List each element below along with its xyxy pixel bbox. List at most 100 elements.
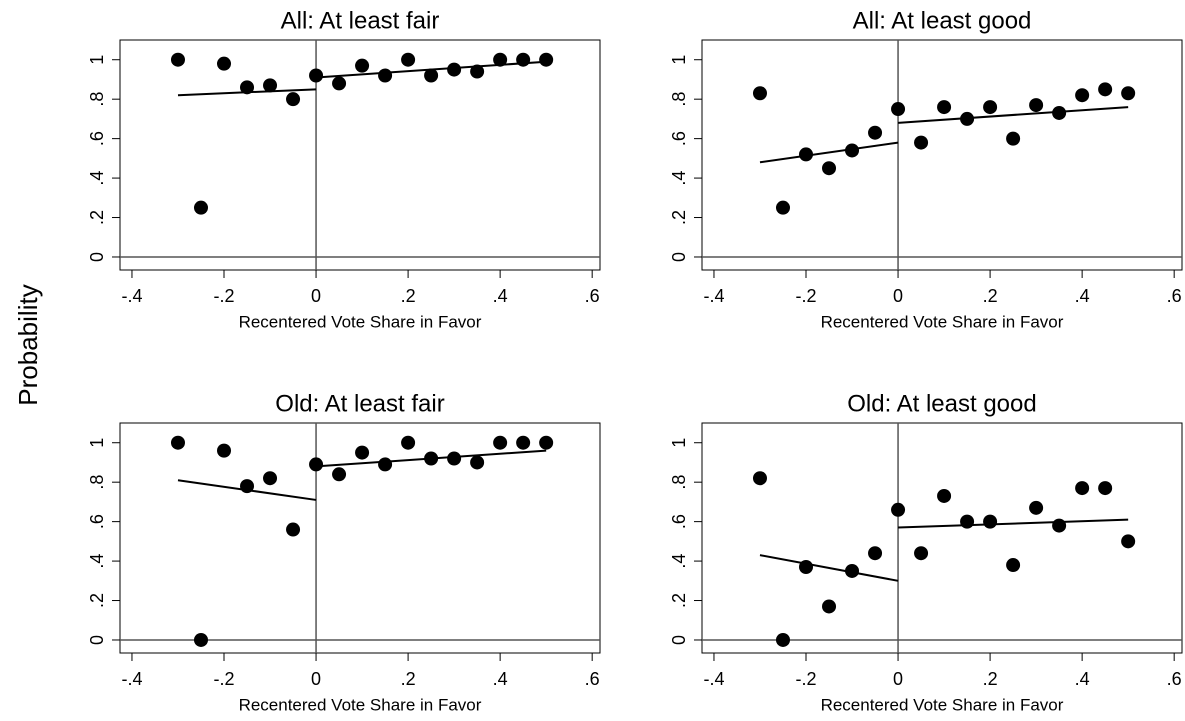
point xyxy=(868,125,883,140)
point xyxy=(470,455,485,470)
point xyxy=(752,86,767,101)
point xyxy=(752,471,767,486)
point xyxy=(1075,481,1090,496)
point xyxy=(799,559,814,574)
point xyxy=(193,632,208,647)
point xyxy=(332,467,347,482)
point xyxy=(822,161,837,176)
y-tick-label: .2 xyxy=(87,210,107,225)
point xyxy=(447,451,462,466)
plot-frame xyxy=(701,39,1183,271)
x-axis-label: Recentered Vote Share in Favor xyxy=(821,312,1064,331)
y-tick-label: .4 xyxy=(669,171,689,186)
point xyxy=(983,514,998,529)
x-tick-label: .6 xyxy=(585,669,600,689)
point xyxy=(539,435,554,450)
y-tick-label: 0 xyxy=(669,252,689,262)
point xyxy=(1006,131,1021,146)
point xyxy=(914,546,929,561)
y-tick-label: .8 xyxy=(87,92,107,107)
x-tick-label: -.2 xyxy=(795,669,816,689)
x-tick-label: -.2 xyxy=(213,286,234,306)
point xyxy=(516,52,531,67)
point xyxy=(378,457,393,472)
point xyxy=(240,479,255,494)
x-tick-label: -.4 xyxy=(703,286,724,306)
point xyxy=(775,632,790,647)
point xyxy=(355,445,370,460)
plot-frame xyxy=(119,422,601,654)
point xyxy=(193,200,208,215)
chart-title: All: At least fair xyxy=(281,7,440,34)
chart-title: All: At least good xyxy=(853,7,1032,34)
x-axis-label: Recentered Vote Share in Favor xyxy=(239,695,482,714)
x-tick-label: .4 xyxy=(493,669,508,689)
point xyxy=(891,102,906,117)
x-axis-label: Recentered Vote Share in Favor xyxy=(239,312,482,331)
point xyxy=(470,64,485,79)
point xyxy=(263,78,278,93)
point xyxy=(286,522,301,537)
point xyxy=(516,435,531,450)
point xyxy=(799,147,814,162)
point xyxy=(868,546,883,561)
fit-line xyxy=(759,554,899,582)
point xyxy=(332,76,347,91)
point xyxy=(309,457,324,472)
point xyxy=(1098,82,1113,97)
point xyxy=(424,451,439,466)
x-tick-label: .4 xyxy=(1075,286,1090,306)
point xyxy=(539,52,554,67)
x-tick-label: -.4 xyxy=(121,669,142,689)
point xyxy=(447,62,462,77)
point xyxy=(1052,518,1067,533)
x-tick-label: .2 xyxy=(983,286,998,306)
fit-line xyxy=(898,518,1129,529)
point xyxy=(1052,105,1067,120)
fit-line xyxy=(759,141,899,164)
y-tick-label: .8 xyxy=(669,475,689,490)
y-tick-label: .4 xyxy=(669,554,689,569)
point xyxy=(914,135,929,150)
x-tick-label: -.4 xyxy=(703,669,724,689)
x-tick-label: .4 xyxy=(1075,669,1090,689)
x-tick-label: .6 xyxy=(1167,669,1182,689)
point xyxy=(960,514,975,529)
y-tick-label: .8 xyxy=(669,92,689,107)
x-tick-label: .4 xyxy=(493,286,508,306)
x-tick-label: 0 xyxy=(893,286,903,306)
point xyxy=(355,58,370,73)
y-tick-label: .2 xyxy=(669,593,689,608)
point xyxy=(424,68,439,83)
point xyxy=(1006,558,1021,573)
point xyxy=(217,56,232,71)
plot-frame xyxy=(701,422,1183,654)
x-tick-label: 0 xyxy=(311,286,321,306)
y-tick-label: 0 xyxy=(669,635,689,645)
y-tick-label: 0 xyxy=(87,635,107,645)
x-tick-label: -.4 xyxy=(121,286,142,306)
point xyxy=(401,52,416,67)
y-tick-label: .2 xyxy=(87,593,107,608)
y-tick-label: .4 xyxy=(87,171,107,186)
y-axis-label: Probability xyxy=(13,284,43,405)
y-tick-label: 1 xyxy=(87,55,107,65)
point xyxy=(1075,88,1090,103)
y-tick-label: .2 xyxy=(669,210,689,225)
point xyxy=(937,100,952,115)
point xyxy=(822,599,837,614)
x-tick-label: 0 xyxy=(893,669,903,689)
point xyxy=(983,100,998,115)
point xyxy=(1121,534,1136,549)
point xyxy=(286,92,301,107)
chart-title: Old: At least good xyxy=(847,390,1036,417)
x-tick-label: .6 xyxy=(1167,286,1182,306)
point xyxy=(240,80,255,95)
x-tick-label: .2 xyxy=(401,286,416,306)
y-tick-label: .4 xyxy=(87,554,107,569)
point xyxy=(263,471,278,486)
y-tick-label: .6 xyxy=(669,131,689,146)
plot-frame xyxy=(119,39,601,271)
point xyxy=(1029,500,1044,515)
